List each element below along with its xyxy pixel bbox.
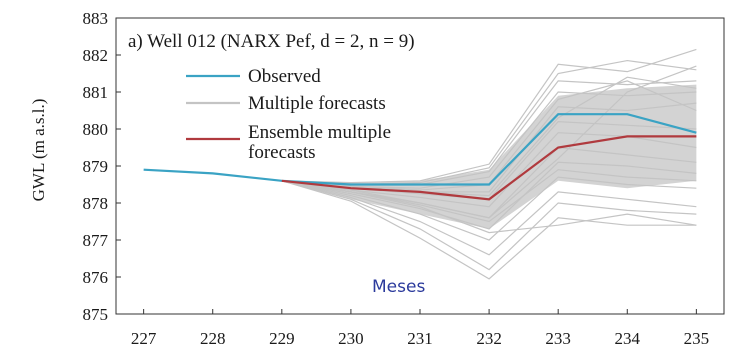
y-tick-label: 879: [83, 157, 109, 176]
forecast-line: [281, 180, 697, 271]
legend: Observed Multiple forecasts Ensemble mul…: [186, 66, 391, 163]
axes: [115, 17, 725, 315]
ensemble-band: [281, 84, 697, 229]
x-tick-label: 235: [684, 329, 710, 348]
ensemble-series: [281, 135, 697, 201]
forecast-line: [281, 180, 697, 256]
observed-series: [143, 113, 697, 186]
x-tick-label: 232: [476, 329, 502, 348]
x-tick-label: 231: [407, 329, 433, 348]
forecast-line: [281, 176, 697, 241]
x-tick-label: 234: [615, 329, 641, 348]
forecast-line: [281, 161, 697, 230]
y-tick-label: 882: [83, 46, 109, 65]
y-tick-label: 878: [83, 194, 109, 213]
y-tick-label: 875: [83, 305, 109, 324]
y-tick-label: 883: [83, 9, 109, 28]
x-tick-label: 230: [338, 329, 364, 348]
y-tick-label: 881: [83, 83, 109, 102]
y-tick-label: 877: [83, 231, 109, 250]
x-tick-label: 227: [131, 329, 157, 348]
x-tick-label: 229: [269, 329, 295, 348]
chart-title: a) Well 012 (NARX Pef, d = 2, n = 9): [128, 31, 415, 52]
forecast-line: [281, 169, 697, 223]
y-tick-labels: 875 876 877 878 879 880 881 882 883: [83, 9, 109, 324]
forecast-line: [281, 76, 697, 197]
legend-label-ensemble-line: forecasts: [248, 142, 316, 163]
forecast-line: [281, 180, 697, 280]
x-tick-labels: 227 228 229 230 231 232 233 234 235: [131, 329, 709, 348]
legend-label-ensemble-line: Ensemble multiple: [248, 122, 391, 143]
legend-label-multiple-forecasts: Multiple forecasts: [248, 93, 386, 114]
forecast-line: [281, 65, 697, 219]
observed-line: [143, 113, 697, 186]
y-tick-label: 876: [83, 268, 109, 287]
ensemble-band-area: [281, 84, 697, 229]
legend-label-observed: Observed: [248, 66, 321, 87]
forecast-line: [281, 48, 697, 184]
y-tick-label: 880: [83, 120, 109, 139]
x-tick-label: 233: [545, 329, 571, 348]
ensemble-line: [281, 135, 697, 201]
annotation-meses: Meses: [372, 277, 425, 297]
x-tick-label: 228: [200, 329, 226, 348]
y-axis-label: GWL (m a.s.l.): [29, 99, 48, 202]
legend-label-ensemble: Ensemble multiple forecasts: [248, 122, 391, 163]
